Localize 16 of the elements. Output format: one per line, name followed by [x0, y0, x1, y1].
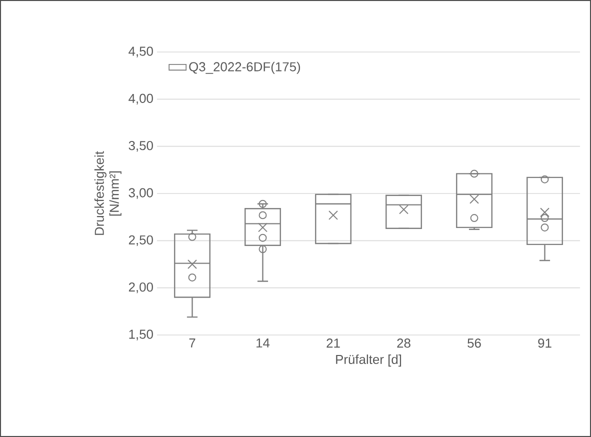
y-tick-label: 3,50: [128, 140, 153, 152]
x-tick-label: 28: [397, 338, 410, 348]
y-tick-label: 2,00: [128, 282, 153, 294]
x-tick-label: 14: [256, 338, 270, 348]
legend-label: Q3_2022-6DF(175): [189, 62, 300, 74]
x-tick-label: 91: [538, 338, 552, 348]
y-tick-label: 2,50: [128, 235, 153, 246]
y-axis-title: Druckfestigkeit [N/mm²]: [94, 151, 122, 235]
x-tick-label: 21: [326, 338, 340, 348]
y-tick-label: 3,00: [128, 188, 153, 199]
y-tick-label: 4,00: [128, 94, 153, 105]
y-tick-label: 4,50: [128, 46, 153, 58]
x-tick-label: 7: [189, 338, 196, 348]
x-axis-title: Prüfalter [d]: [336, 354, 402, 367]
x-tick-label: 56: [468, 338, 481, 348]
y-tick-label: 1,50: [129, 330, 153, 340]
